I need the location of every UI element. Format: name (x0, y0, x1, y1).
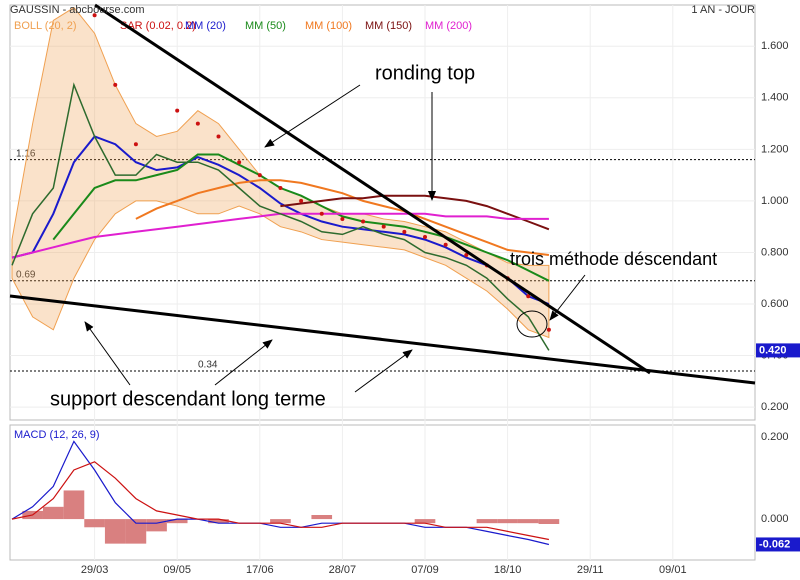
histogram-bar (104, 519, 126, 544)
y-tick-label: 0.200 (761, 401, 789, 413)
sar-dot (526, 294, 531, 299)
legend-entry: SAR (0.02, 0.2) (120, 20, 196, 32)
annotation: trois méthode déscendant (510, 249, 717, 269)
histogram-bar (125, 519, 147, 544)
sar-dot (361, 219, 366, 224)
x-tick-label: 28/07 (329, 564, 357, 576)
bollinger-band (11, 6, 550, 339)
sar-dot (133, 142, 138, 147)
histogram-bar (84, 519, 105, 528)
legend-entry: MM (150) (365, 20, 412, 32)
sar-dot (423, 234, 427, 239)
y-tick-label: 1.600 (761, 40, 789, 52)
value-label: -0.062 (759, 538, 790, 550)
sar-dot (546, 327, 551, 332)
histogram-bar (270, 519, 291, 524)
moving-average (135, 179, 550, 256)
sar-dot (319, 211, 324, 216)
annotation: ronding top (375, 62, 475, 84)
sar-dot (340, 216, 345, 221)
sar-dot (443, 242, 448, 247)
histogram-bar (517, 519, 539, 524)
value-tag-bg (756, 537, 800, 552)
sar-dot (92, 13, 97, 18)
annotation: support descendant long terme (50, 388, 326, 410)
price-line (11, 82, 550, 351)
x-tick-label: 29/11 (577, 564, 604, 576)
y-tick-label: 0.800 (761, 246, 789, 258)
arrow (84, 321, 131, 386)
x-tick-label: 07/09 (411, 564, 439, 576)
x-tick-label: 29/03 (81, 564, 109, 576)
moving-average (280, 194, 550, 231)
histogram-bar (497, 519, 518, 524)
legend-entry: MM (50) (245, 20, 286, 32)
histogram-bar (414, 519, 436, 524)
sar-dot (278, 186, 283, 191)
sar-dot (216, 134, 221, 139)
value-label: 0.420 (759, 344, 787, 356)
x-tick-label: 09/01 (659, 564, 687, 576)
y-tick-label: 0.200 (761, 431, 789, 443)
sar-dot (299, 198, 304, 203)
y-tick-label: 0.600 (761, 298, 789, 310)
header-title: GAUSSIN - abcbourse.com (10, 4, 145, 16)
sar-dot (402, 229, 407, 234)
arrow (549, 274, 586, 321)
x-tick-label: 17/06 (246, 564, 274, 576)
price-panel (9, 4, 756, 421)
sar-dot (237, 160, 242, 165)
histogram-bar (166, 519, 188, 524)
support-line (9, 294, 756, 385)
arrows (84, 84, 586, 393)
legend-entry: MM (20) (185, 20, 226, 32)
moving-average (11, 135, 550, 305)
panel-title: MACD (12, 26, 9) (14, 429, 100, 441)
histogram-bar (63, 490, 85, 520)
plot-layer: 0.2000.4000.6000.8001.0001.2001.4001.600… (10, 5, 800, 576)
histogram-bar (208, 519, 229, 524)
sar-dot (464, 253, 469, 258)
arrow (214, 339, 273, 386)
arrow (264, 84, 361, 148)
header-period: 1 AN - JOUR (691, 4, 755, 16)
histogram-bar (311, 515, 333, 520)
sar-dot (113, 82, 118, 87)
arrow (354, 349, 413, 393)
histogram-bar (42, 506, 64, 520)
legend-entry: MM (200) (425, 20, 472, 32)
histogram-bar (538, 519, 560, 524)
histogram-bar (476, 519, 498, 524)
sar-dot (175, 108, 180, 113)
y-tick-label: 1.400 (761, 92, 789, 104)
sar-dot (381, 224, 386, 229)
sar-dot (257, 173, 262, 178)
legend-entry: BOLL (20, 2) (14, 20, 77, 32)
moving-average (52, 153, 550, 282)
y-tick-label: 1.000 (761, 195, 789, 207)
macd-line (11, 461, 550, 541)
legend-entry: MM (100) (305, 20, 352, 32)
value-tag-bg (756, 343, 800, 358)
pattern-circle (516, 310, 548, 338)
y-tick-label: 1.200 (761, 143, 789, 155)
sar-dot (195, 121, 200, 126)
level-label: 0.69 (16, 269, 36, 280)
x-tick-label: 18/10 (494, 564, 522, 576)
y-tick-label: 0.000 (761, 513, 789, 525)
level-label: 0.34 (198, 360, 218, 371)
level-label: 1.16 (16, 148, 36, 159)
histogram-bar (146, 519, 167, 532)
x-tick-label: 09/05 (163, 564, 191, 576)
